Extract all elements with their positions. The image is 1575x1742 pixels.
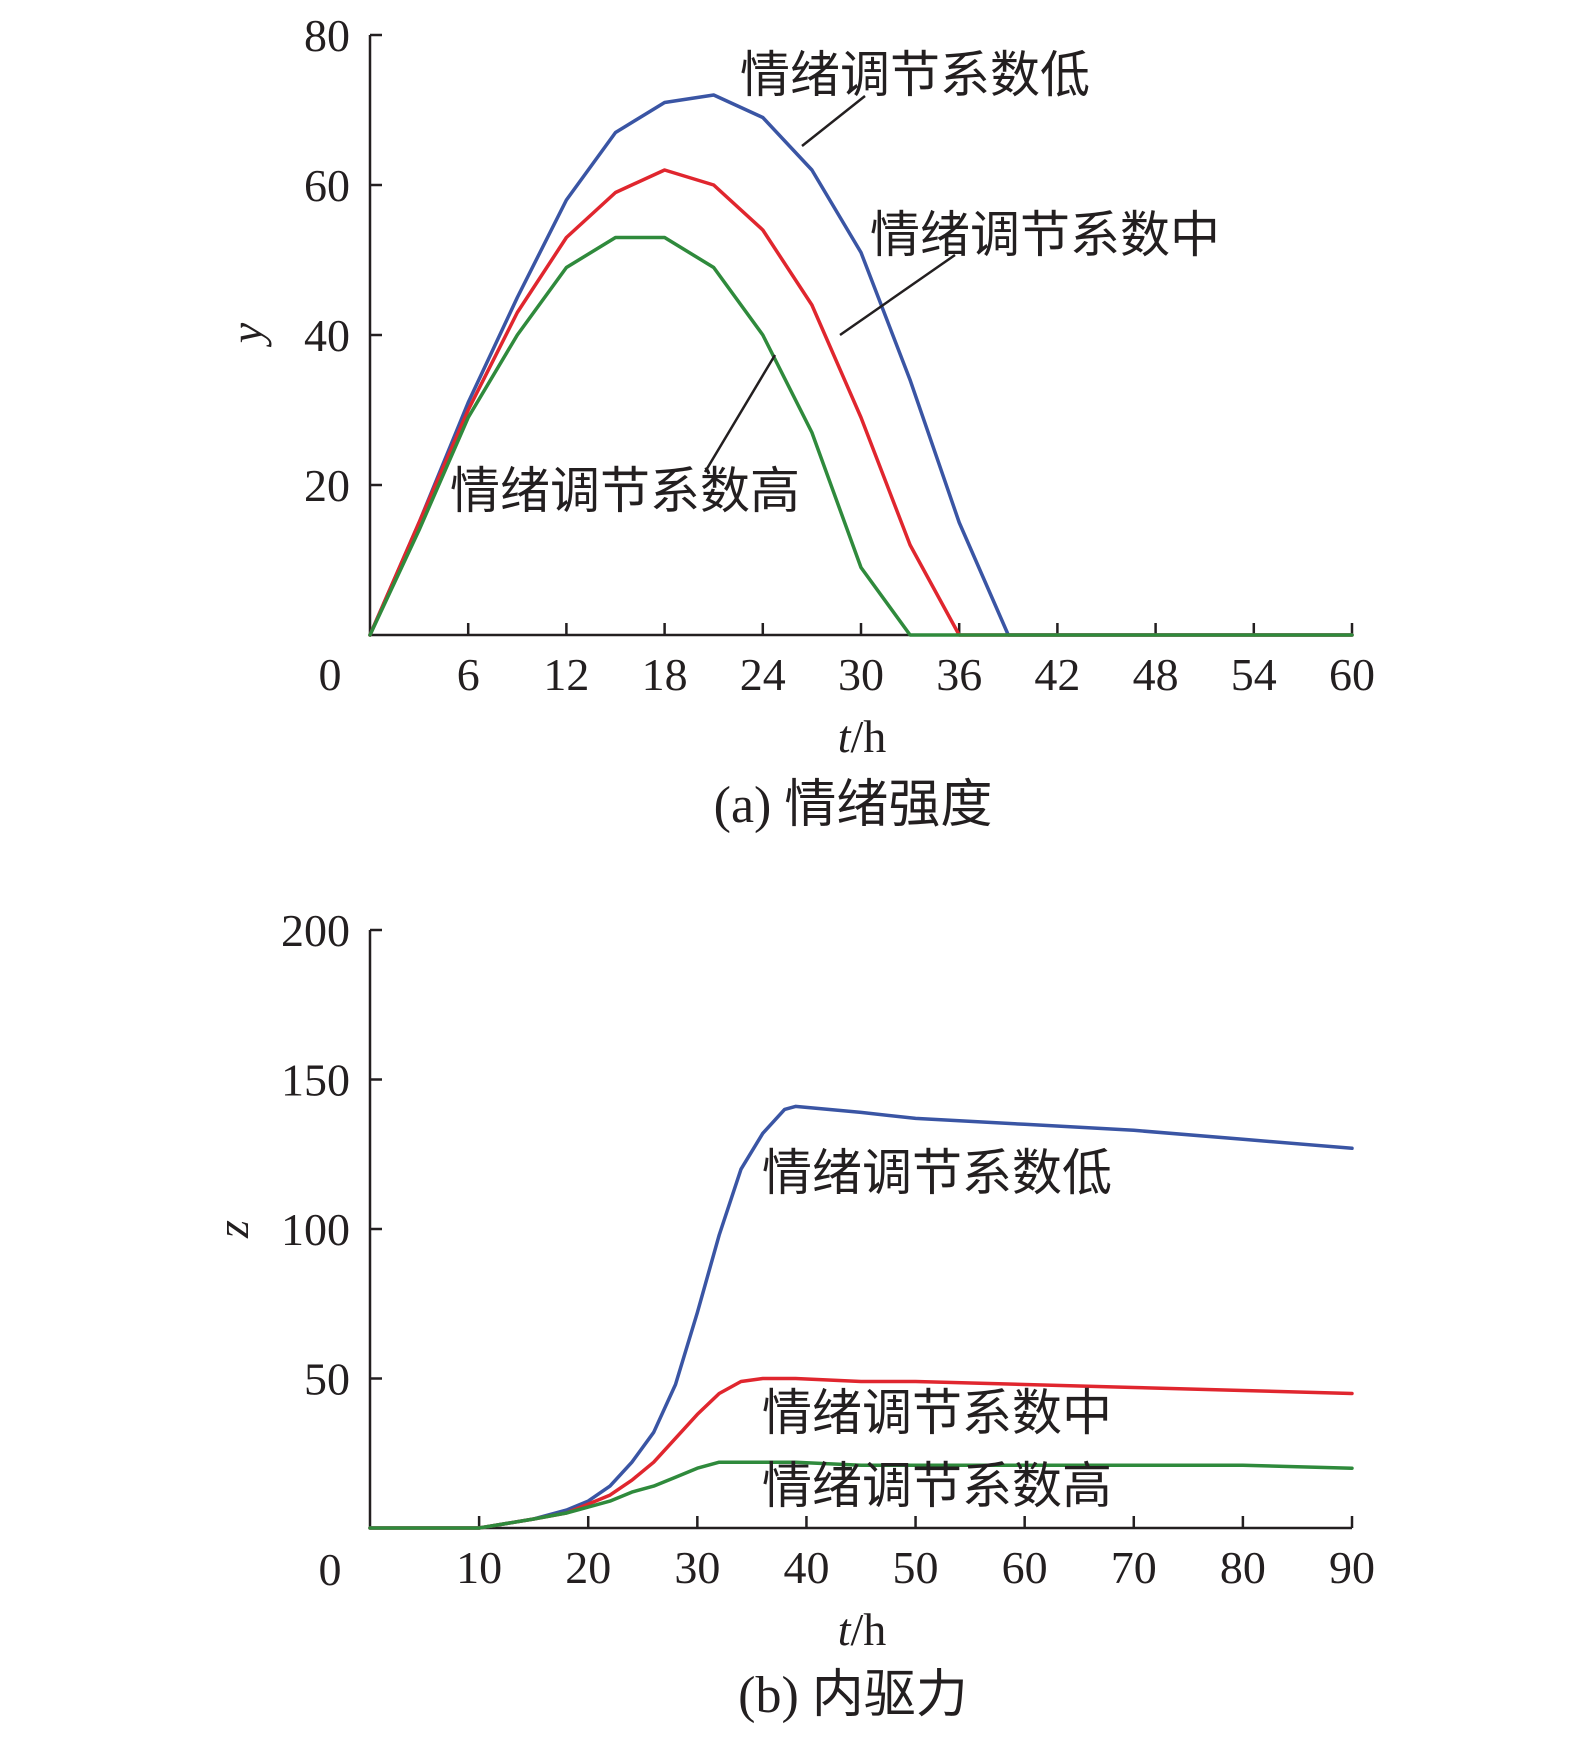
panel-a-series bbox=[368, 93, 1354, 637]
x-tick-label: 60 bbox=[1329, 649, 1375, 700]
panel-b-series bbox=[368, 1104, 1354, 1530]
x-tick-label: 12 bbox=[543, 649, 589, 700]
panel-b-label-high: 情绪调节系数高 bbox=[762, 1458, 1112, 1514]
y-tick-label: 40 bbox=[304, 310, 350, 361]
panel-b-label-low: 情绪调节系数低 bbox=[762, 1145, 1112, 1201]
panel-b-caption: (b) 内驱力 bbox=[738, 1667, 968, 1724]
panel-b-label-mid: 情绪调节系数中 bbox=[762, 1385, 1112, 1441]
panel-b-internal-drive: 10 20 30 40 50 60 70 80 90 50 100 150 200 0 z t/h (b… bbox=[207, 905, 1375, 1724]
panel-a-y-axis-title: y bbox=[221, 322, 272, 347]
panel-b-origin-label: 0 bbox=[319, 1544, 342, 1595]
x-tick-label: 42 bbox=[1034, 649, 1080, 700]
panel-a-label-low: 情绪调节系数低 bbox=[740, 47, 1090, 103]
panel-a-leader-mid bbox=[839, 253, 956, 337]
series-line-high bbox=[368, 235, 1354, 637]
y-tick-label: 150 bbox=[281, 1055, 350, 1106]
y-tick-label: 60 bbox=[304, 160, 350, 211]
panel-a-label-high: 情绪调节系数高 bbox=[450, 463, 800, 519]
series-line-high bbox=[368, 1460, 1354, 1530]
x-tick-label: 18 bbox=[642, 649, 688, 700]
y-tick-label: 100 bbox=[281, 1204, 350, 1255]
x-tick-label: 80 bbox=[1220, 1542, 1266, 1593]
x-tick-label: 6 bbox=[457, 649, 480, 700]
panel-b-x-axis-title: t/h bbox=[838, 1604, 887, 1655]
x-tick-label: 36 bbox=[936, 649, 982, 700]
x-tick-label: 40 bbox=[783, 1542, 829, 1593]
series-line-low bbox=[368, 93, 1354, 637]
x-tick-label: 90 bbox=[1329, 1542, 1375, 1593]
x-tick-label: 70 bbox=[1111, 1542, 1157, 1593]
x-tick-label: 30 bbox=[674, 1542, 720, 1593]
x-tick-label: 20 bbox=[565, 1542, 611, 1593]
x-tick-label: 48 bbox=[1133, 649, 1179, 700]
panel-b-ticks: 10 20 30 40 50 60 70 80 90 50 100 150 200 bbox=[281, 905, 1375, 1593]
panel-a-leader-high bbox=[703, 354, 777, 473]
x-tick-label: 50 bbox=[893, 1542, 939, 1593]
y-tick-label: 80 bbox=[304, 10, 350, 61]
panel-a-caption: (a) 情绪强度 bbox=[714, 777, 993, 834]
y-tick-label: 50 bbox=[304, 1354, 350, 1405]
panel-a-x-axis-title: t/h bbox=[838, 711, 887, 762]
panel-a-ticks: 6 12 18 24 30 36 42 48 54 60 20 40 60 80 bbox=[304, 10, 1375, 700]
y-tick-label: 200 bbox=[281, 905, 350, 956]
panel-a-label-mid: 情绪调节系数中 bbox=[870, 207, 1220, 263]
panel-a-leader-low bbox=[801, 95, 866, 147]
panel-b-y-axis-title: z bbox=[207, 1220, 258, 1239]
x-tick-label: 10 bbox=[456, 1542, 502, 1593]
x-tick-label: 30 bbox=[838, 649, 884, 700]
x-tick-label: 24 bbox=[740, 649, 786, 700]
panel-a-emotion-intensity: 6 12 18 24 30 36 42 48 54 60 20 40 60 80 0 y t/h (a) … bbox=[221, 10, 1375, 834]
x-tick-label: 60 bbox=[1002, 1542, 1048, 1593]
x-tick-label: 54 bbox=[1231, 649, 1277, 700]
panel-a-origin-label: 0 bbox=[319, 649, 342, 700]
y-tick-label: 20 bbox=[304, 460, 350, 511]
